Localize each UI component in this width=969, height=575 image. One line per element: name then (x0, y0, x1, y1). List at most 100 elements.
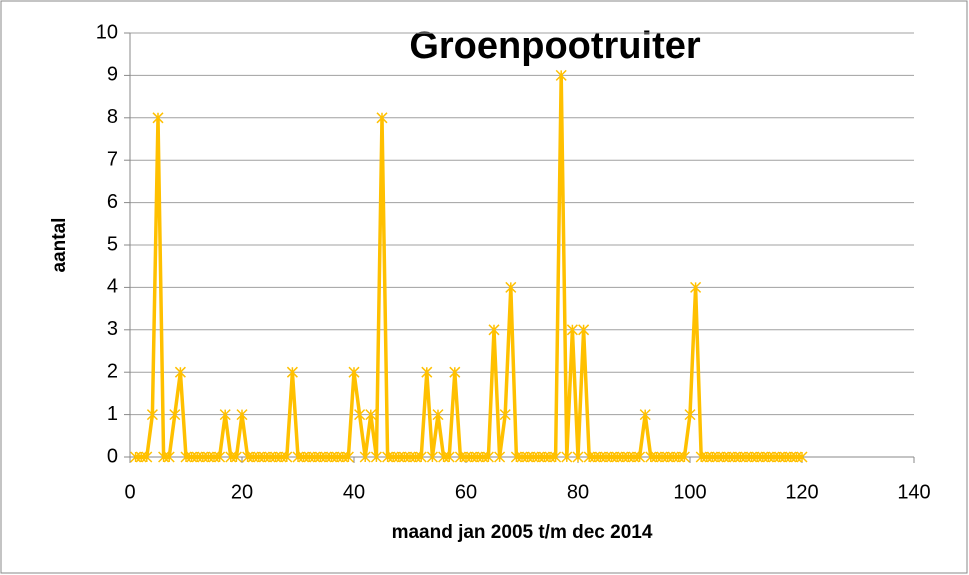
x-tick-label: 100 (673, 481, 706, 503)
point-marker (718, 451, 730, 463)
point-marker (477, 451, 489, 463)
point-marker (606, 451, 618, 463)
point-marker (645, 451, 657, 463)
point-marker (712, 451, 724, 463)
point-marker (746, 451, 758, 463)
x-tick-label: 40 (343, 481, 365, 503)
point-marker (426, 451, 438, 463)
point-marker (298, 451, 310, 463)
point-marker (690, 281, 702, 293)
point-marker (594, 451, 606, 463)
y-tick-label: 1 (107, 403, 118, 425)
point-marker (421, 366, 433, 378)
point-marker (186, 451, 198, 463)
point-marker (152, 112, 164, 124)
point-marker (729, 451, 741, 463)
point-marker (258, 451, 270, 463)
point-marker (197, 451, 209, 463)
point-marker (488, 324, 500, 336)
point-marker (785, 451, 797, 463)
data-line (135, 73, 802, 459)
x-tick-label: 20 (231, 481, 253, 503)
point-marker (320, 451, 332, 463)
point-marker (174, 366, 186, 378)
point-marker (214, 451, 226, 463)
point-marker (622, 451, 634, 463)
y-tick-label: 9 (107, 64, 118, 86)
point-marker (191, 451, 203, 463)
point-marker (662, 451, 674, 463)
point-marker (202, 451, 214, 463)
x-tick-label: 120 (785, 481, 818, 503)
point-marker (253, 451, 265, 463)
point-marker (348, 366, 360, 378)
point-marker (516, 451, 528, 463)
point-marker (639, 409, 651, 421)
point-marker (303, 451, 315, 463)
point-marker (589, 451, 601, 463)
y-tick-label: 5 (107, 233, 118, 255)
point-marker (398, 451, 410, 463)
point-marker (628, 451, 640, 463)
point-marker (314, 451, 326, 463)
point-marker (230, 451, 242, 463)
x-tick-label: 0 (124, 481, 135, 503)
point-marker (169, 409, 181, 421)
point-marker (505, 281, 517, 293)
point-marker (796, 451, 808, 463)
y-axis-label: aantal (49, 218, 70, 273)
point-marker (146, 409, 158, 421)
point-marker (600, 451, 612, 463)
point-marker (510, 451, 522, 463)
point-marker (774, 451, 786, 463)
y-tick-label: 10 (96, 21, 118, 43)
point-marker (572, 451, 584, 463)
point-marker (684, 409, 696, 421)
point-marker (208, 451, 220, 463)
point-marker (331, 451, 343, 463)
y-tick-label: 3 (107, 318, 118, 340)
point-marker (376, 112, 388, 124)
point-marker (130, 451, 142, 463)
point-marker (219, 409, 231, 421)
point-marker (236, 409, 248, 421)
point-marker (393, 451, 405, 463)
point-marker (650, 451, 662, 463)
y-tick-label: 7 (107, 148, 118, 170)
point-marker (292, 451, 304, 463)
point-marker (561, 451, 573, 463)
point-marker (180, 451, 192, 463)
point-marker (354, 409, 366, 421)
x-tick-label: 60 (455, 481, 477, 503)
point-marker (270, 451, 282, 463)
chart-title: Groenpootruiter (409, 25, 701, 67)
point-marker (370, 451, 382, 463)
point-marker (135, 451, 147, 463)
point-marker (281, 451, 293, 463)
point-marker (611, 451, 623, 463)
point-marker (555, 69, 567, 81)
point-marker (673, 451, 685, 463)
point-marker (578, 324, 590, 336)
point-marker (706, 451, 718, 463)
point-marker (387, 451, 399, 463)
point-marker (656, 451, 668, 463)
point-marker (404, 451, 416, 463)
point-marker (359, 451, 371, 463)
point-marker (415, 451, 427, 463)
point-marker (264, 451, 276, 463)
point-marker (482, 451, 494, 463)
point-marker (790, 451, 802, 463)
point-marker (527, 451, 539, 463)
point-marker (522, 451, 534, 463)
point-marker (667, 451, 679, 463)
point-marker (723, 451, 735, 463)
point-marker (538, 451, 550, 463)
point-marker (701, 451, 713, 463)
x-axis-label: maand jan 2005 t/m dec 2014 (392, 522, 653, 543)
point-marker (634, 451, 646, 463)
point-marker (779, 451, 791, 463)
point-marker (695, 451, 707, 463)
y-tick-label: 2 (107, 360, 118, 382)
